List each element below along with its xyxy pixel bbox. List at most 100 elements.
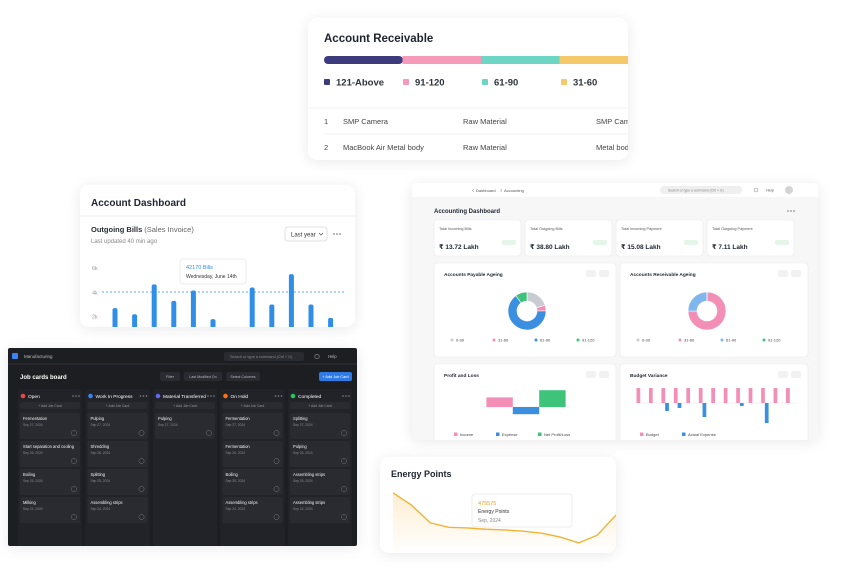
job-card[interactable]: Splitting Sep 27, 2024 — [290, 413, 350, 439]
card-date: Sep 26, 2024 — [293, 451, 313, 455]
column-add[interactable]: + Add Job Card — [20, 402, 80, 409]
chevron — [500, 188, 503, 193]
more-icon — [342, 395, 344, 397]
bar — [112, 308, 118, 327]
bar — [269, 304, 275, 327]
progress-segment — [402, 56, 482, 64]
column-add[interactable]: + Add Job Card — [290, 402, 350, 409]
job-card[interactable]: Milking Sep 24, 2024 — [20, 497, 80, 523]
avatar — [341, 514, 347, 520]
job-card[interactable]: Splitting Sep 25, 2024 — [87, 469, 148, 495]
toolbar-button[interactable]: Select Columns — [226, 372, 260, 381]
chart-title-main: Outgoing Bills — [91, 225, 142, 234]
search-box[interactable]: Search or type a command (Ctrl + G) — [660, 186, 742, 194]
job-card[interactable]: Assembling strips Sep 24, 2024 — [290, 497, 350, 523]
kpi-badge — [502, 240, 516, 245]
legend-swatch — [482, 79, 488, 85]
job-card[interactable]: Boiling Sep 25, 2024 — [20, 469, 80, 495]
search-box[interactable]: Search or type a command (Ctrl + G) — [224, 352, 304, 361]
add-label: + Add Job Card — [106, 404, 130, 408]
job-card[interactable]: Shredding Sep 26, 2024 — [87, 441, 148, 467]
column-add[interactable]: + Add Job Card — [222, 402, 283, 409]
more-icon — [793, 210, 795, 212]
column-add[interactable]: + Add Job Card — [155, 402, 215, 409]
panel-button[interactable] — [599, 270, 609, 277]
job-card[interactable]: Assembling strips Sep 24, 2024 — [222, 497, 283, 523]
help[interactable]: Help — [328, 354, 337, 359]
job-card[interactable]: Fermentation Sep 26, 2024 — [222, 441, 283, 467]
energy-points-card: Energy Points 475575 Energy Points Sep, 202… — [380, 457, 616, 553]
avatar — [341, 430, 347, 436]
button-label: Last Modified On — [189, 375, 216, 379]
panel-button[interactable] — [586, 270, 596, 277]
job-card[interactable]: Pulping Sep 27, 2024 — [155, 413, 215, 439]
add-row — [155, 402, 215, 409]
job-card[interactable]: Pulping Sep 26, 2024 — [290, 441, 350, 467]
button-bg — [160, 372, 180, 381]
period-dropdown[interactable]: Last year — [284, 226, 328, 242]
energy-points: Energy Points 475575 Energy Points Sep, 202… — [391, 469, 616, 553]
panel-button[interactable] — [791, 371, 801, 378]
job-card[interactable]: Start separation and cooling Sep 26, 2024 — [20, 441, 80, 467]
card-title: Pulping — [293, 444, 307, 449]
bar — [723, 388, 728, 403]
button-label: Filter — [166, 375, 175, 379]
toolbar-button[interactable]: Filter — [160, 372, 180, 381]
panel-button[interactable] — [791, 270, 801, 277]
accounting-dashboard: Dashboard Accounting Search or type a comm… — [412, 183, 818, 440]
bar — [661, 388, 666, 403]
accounting-dashboard-card: Dashboard Accounting Search or type a comm… — [412, 183, 818, 440]
bar — [636, 388, 641, 403]
panel-button[interactable] — [586, 371, 596, 378]
bar — [698, 388, 703, 403]
legend-swatch — [454, 432, 458, 436]
chart-panel — [619, 262, 809, 358]
card-date: Sep 24, 2024 — [293, 507, 313, 511]
chart-panel — [433, 363, 617, 440]
job-card[interactable]: Boiling Sep 25, 2024 — [222, 469, 283, 495]
more-icon — [75, 395, 77, 397]
panel-button[interactable] — [778, 371, 788, 378]
card-bg — [20, 497, 80, 523]
avatar — [71, 430, 77, 436]
job-card[interactable]: Fermentation Sep 27, 2024 — [222, 413, 283, 439]
dashboard-title: Accounting Dashboard — [434, 209, 500, 215]
chart-subtitle: (Sales Invoice) — [144, 225, 194, 234]
table-cell: 1 — [324, 117, 328, 126]
card-title: Assembling strips — [226, 500, 258, 505]
legend-label: 91-120 — [768, 338, 781, 343]
job-card[interactable]: Assembling strips Sep 25, 2024 — [290, 469, 350, 495]
bar — [686, 388, 691, 403]
kpi-value: ₹ 7.11 Lakh — [712, 244, 748, 251]
more-icon — [139, 395, 142, 397]
progress-segment — [481, 56, 560, 64]
card-date: Sep 25, 2024 — [226, 479, 246, 483]
column-title: Completed — [298, 394, 322, 400]
more-icon — [339, 233, 341, 235]
help[interactable]: Help — [766, 189, 774, 193]
legend-label: 31-60 — [684, 338, 695, 343]
job-card[interactable]: Fermentation Sep 27, 2024 — [20, 413, 80, 439]
tooltip-label: Energy Points — [478, 509, 510, 515]
panel-button[interactable] — [599, 371, 609, 378]
chart-title: Profit and Loss — [444, 373, 479, 379]
bar — [711, 388, 715, 403]
app-icon — [12, 353, 18, 359]
legend-swatch — [682, 432, 686, 436]
search-field — [224, 352, 304, 361]
breadcrumb[interactable]: Dashboard — [476, 188, 496, 193]
column-add[interactable]: + Add Job Card — [87, 402, 148, 409]
toolbar-button[interactable]: Last Modified On — [184, 372, 222, 381]
area — [393, 492, 616, 553]
search-placeholder: Search or type a command (Ctrl + G) — [230, 355, 293, 359]
bar — [648, 388, 653, 403]
button-label: Select Columns — [230, 375, 255, 379]
job-card[interactable]: Pulping Sep 27, 2024 — [87, 413, 148, 439]
avatar — [341, 486, 347, 492]
add-button[interactable]: + Add Job Card — [319, 372, 352, 381]
card-bg — [290, 441, 350, 467]
bar — [512, 407, 540, 415]
more-icon — [787, 210, 789, 212]
panel-button[interactable] — [778, 270, 788, 277]
job-card[interactable]: Assembling strips Sep 24, 2024 — [87, 497, 148, 523]
